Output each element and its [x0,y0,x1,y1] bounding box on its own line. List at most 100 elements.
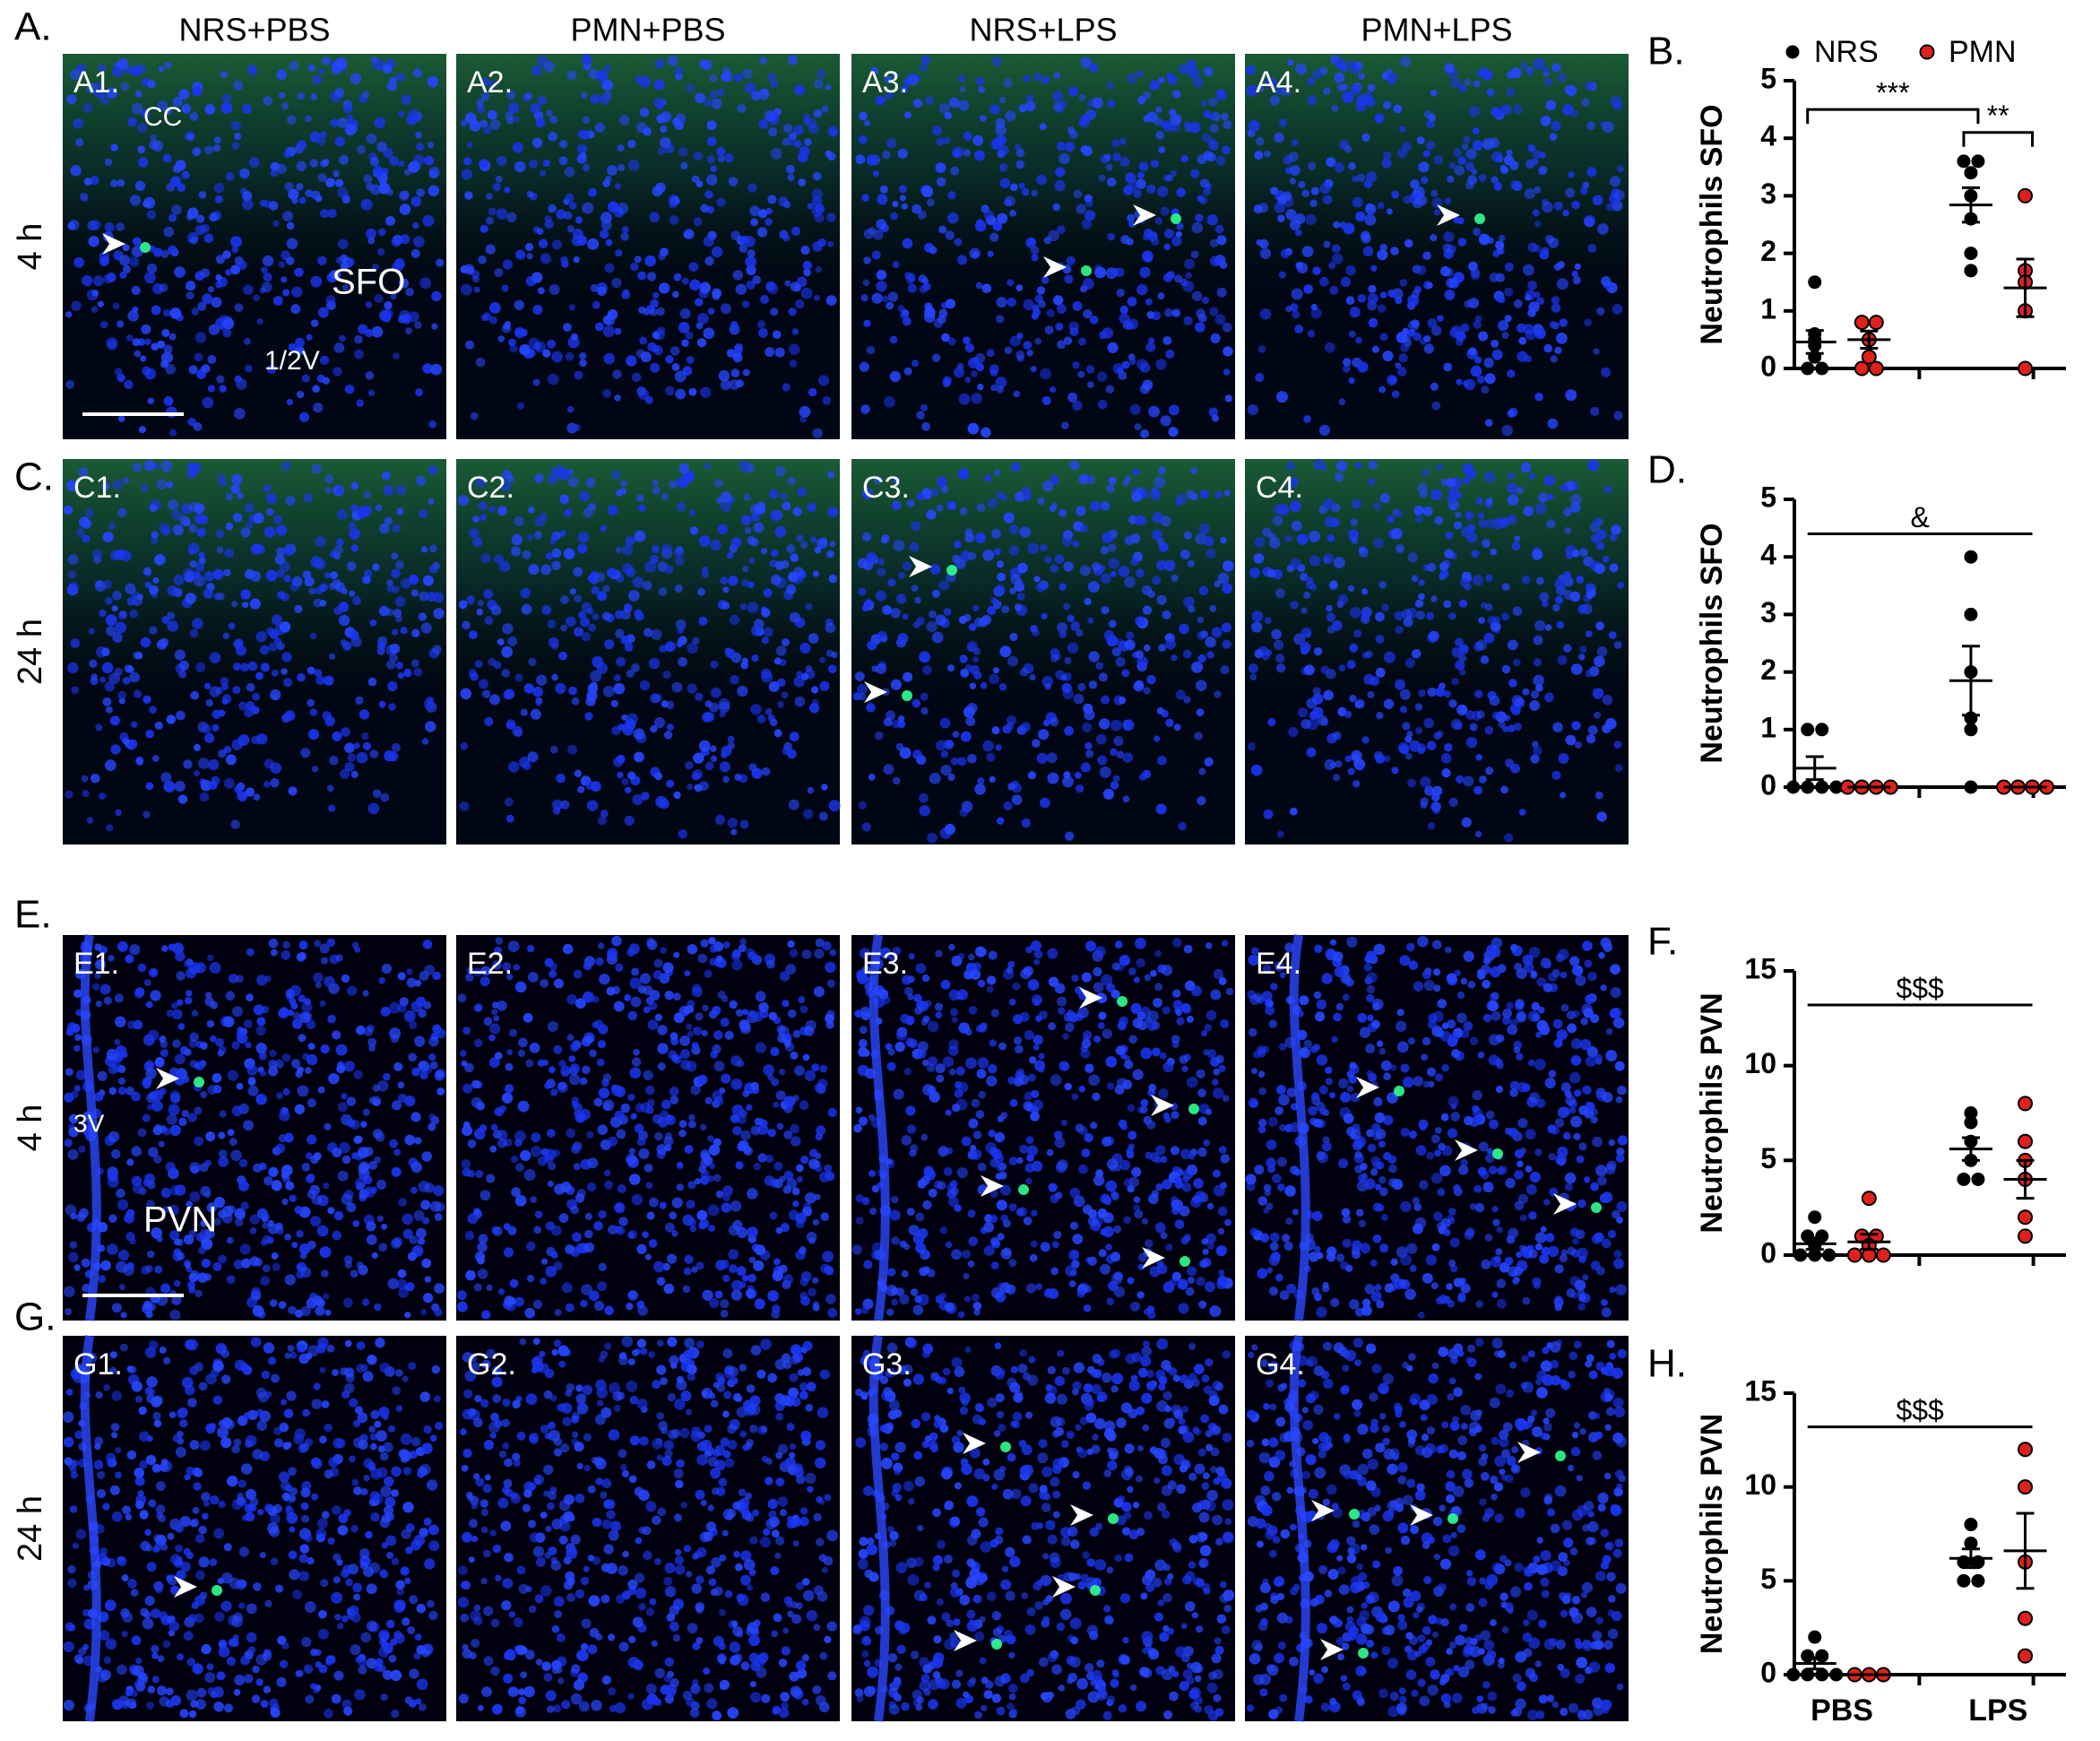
nucleus [1426,741,1437,751]
nucleus [1154,476,1166,489]
nucleus [281,652,292,663]
nucleus [1277,503,1290,515]
nucleus [1128,221,1136,228]
nucleus [145,1000,153,1009]
nucleus [201,364,211,374]
nucleus [161,945,169,952]
nucleus [959,507,968,515]
nucleus [1156,707,1164,715]
nucleus [391,568,401,578]
nucleus [1156,186,1169,197]
nucleus [329,756,339,766]
nucleus [649,212,660,222]
nucleus [69,1241,78,1250]
nucleus [677,627,685,635]
nucleus [240,663,249,672]
nucleus [971,357,980,365]
nucleus [1342,91,1354,104]
nucleus [1422,506,1433,516]
nucleus [1078,337,1086,346]
nucleus [319,1246,332,1259]
nucleus [1483,471,1495,483]
nucleus [253,294,260,301]
nucleus [1375,753,1386,764]
nucleus [576,235,588,246]
nucleus [328,804,336,812]
nucleus [1100,546,1110,555]
nucleus [307,64,315,72]
panel-letter: G. [14,1295,56,1339]
nucleus [587,1157,599,1169]
nucleus [1059,152,1070,165]
nucleus [547,1180,554,1188]
nucleus [610,699,618,707]
nucleus [373,166,384,177]
nucleus [630,1113,637,1120]
nucleus [1510,763,1520,774]
nucleus [162,153,172,163]
nucleus [320,1044,330,1054]
nucleus [674,370,687,383]
nucleus [1466,524,1476,533]
nucleus [378,700,386,708]
nucleus [945,299,955,309]
nucleus [730,828,738,836]
nucleus [137,145,145,154]
nucleus [1411,649,1422,659]
nucleus [896,593,907,604]
nucleus [239,1243,251,1255]
nucleus [767,1128,776,1138]
nucleus [986,349,995,358]
nucleus [768,680,780,692]
nucleus [693,1026,703,1036]
nucleus [575,1112,586,1123]
nucleus [565,1244,575,1254]
nucleus [1143,91,1152,100]
nucleus [1270,186,1279,195]
nucleus [708,1144,721,1156]
nucleus [513,964,521,971]
nucleus [600,525,607,532]
nucleus [698,1210,708,1220]
nucleus [307,1043,315,1051]
nucleus [1338,398,1346,406]
nucleus [195,662,206,672]
nucleus [1142,605,1153,615]
nucleus [405,327,412,335]
nucleus [1160,415,1171,427]
nucleus [312,385,321,394]
nucleus [313,972,324,983]
nucleus [142,1113,151,1122]
nucleus [631,1193,644,1206]
nucleus [938,580,950,591]
nucleus [817,538,828,550]
nucleus [615,963,624,972]
nucleus [1344,145,1352,153]
nucleus [750,625,762,637]
nucleus [1394,679,1406,690]
nucleus [1473,320,1482,329]
nucleus [1292,520,1302,532]
nucleus [611,470,621,480]
nucleus [703,327,715,340]
nucleus [871,665,878,672]
nucleus [1067,642,1079,654]
nucleus [576,1189,586,1199]
nucleus [391,628,399,636]
nucleus [585,477,596,488]
nucleus [1558,74,1567,82]
nucleus [78,1208,89,1218]
nucleus [152,577,160,584]
nucleus [338,614,350,627]
nucleus [1491,711,1500,720]
nucleus [64,1286,75,1298]
nucleus [936,504,944,512]
nucleus [549,745,558,754]
nucleus [1277,214,1285,222]
nucleus [236,492,244,500]
nucleus [1107,100,1116,108]
nucleus [1581,98,1590,107]
nucleus [1361,736,1370,744]
nucleus [270,778,280,788]
nucleus [354,334,363,344]
